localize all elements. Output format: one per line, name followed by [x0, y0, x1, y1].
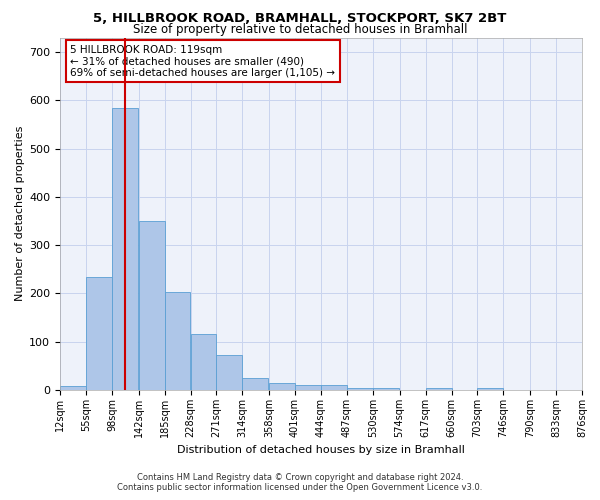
- Bar: [321, 385, 347, 390]
- Bar: [295, 385, 321, 390]
- Y-axis label: Number of detached properties: Number of detached properties: [15, 126, 25, 302]
- Bar: [112, 108, 138, 390]
- Bar: [347, 388, 373, 390]
- Bar: [425, 388, 452, 390]
- Text: Size of property relative to detached houses in Bramhall: Size of property relative to detached ho…: [133, 22, 467, 36]
- Text: Contains HM Land Registry data © Crown copyright and database right 2024.
Contai: Contains HM Land Registry data © Crown c…: [118, 473, 482, 492]
- Bar: [164, 292, 190, 390]
- Bar: [217, 355, 242, 390]
- Text: 5, HILLBROOK ROAD, BRAMHALL, STOCKPORT, SK7 2BT: 5, HILLBROOK ROAD, BRAMHALL, STOCKPORT, …: [94, 12, 506, 26]
- Text: 5 HILLBROOK ROAD: 119sqm
← 31% of detached houses are smaller (490)
69% of semi-: 5 HILLBROOK ROAD: 119sqm ← 31% of detach…: [70, 44, 335, 78]
- Bar: [86, 276, 112, 390]
- Bar: [139, 221, 164, 390]
- Bar: [373, 388, 399, 390]
- Bar: [191, 334, 217, 390]
- Bar: [478, 388, 503, 390]
- Bar: [269, 383, 295, 390]
- X-axis label: Distribution of detached houses by size in Bramhall: Distribution of detached houses by size …: [177, 446, 465, 456]
- Bar: [60, 386, 86, 390]
- Bar: [242, 378, 268, 390]
